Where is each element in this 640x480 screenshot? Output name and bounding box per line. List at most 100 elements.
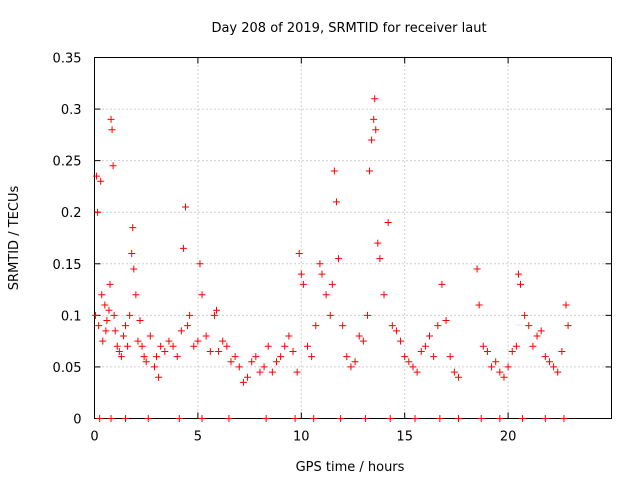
data-point [492,358,500,366]
data-point [477,415,485,422]
data-point [297,270,305,278]
data-point [260,363,268,371]
data-point [97,177,105,185]
data-point [397,337,405,345]
data-point [363,311,371,319]
data-point [310,415,318,422]
data-point [335,255,343,263]
data-point [368,136,376,144]
data-point [105,306,113,314]
data-point [312,322,320,330]
data-point [361,415,369,422]
data-point [376,255,384,263]
y-tick-label: 0.1 [61,309,82,324]
data-point [289,347,297,355]
data-point [150,363,158,371]
data-point [130,265,138,273]
x-tick-label: 20 [500,430,517,445]
data-point [322,291,330,299]
data-point [328,280,336,288]
data-point [545,358,553,366]
y-tick-label: 0 [73,413,81,428]
data-point [190,342,198,350]
data-point [165,337,173,345]
data-point [122,415,130,422]
data-point [129,224,137,232]
data-point [388,322,396,330]
data-point [421,342,429,350]
y-axis-label: SRMTID / TECUs [7,186,22,291]
data-point [186,311,194,319]
data-point [426,332,434,340]
data-point [411,415,419,422]
data-points [92,95,572,422]
data-point [285,332,293,340]
data-point [227,358,235,366]
data-point [264,342,272,350]
x-tick-label: 15 [396,430,413,445]
axis-ticks [94,57,612,419]
data-point [102,327,110,335]
data-point [454,373,462,381]
data-point [92,311,100,319]
data-point [392,327,400,335]
data-point [562,301,570,309]
y-tick-label: 0.05 [53,361,82,376]
data-point [110,311,118,319]
data-point [337,415,345,422]
data-point [380,291,388,299]
data-point [318,270,326,278]
data-point [239,378,247,386]
data-point [483,347,491,355]
y-tick-label: 0.25 [53,155,82,170]
data-point [252,353,260,361]
data-point [450,368,458,376]
data-point [256,368,264,376]
data-point [359,337,367,345]
chart-title: Day 208 of 2019, SRMTID for receiver lau… [211,21,486,36]
data-point [473,265,481,273]
data-point [184,322,192,330]
data-point [177,327,185,335]
data-point [370,115,378,123]
data-point [434,322,442,330]
data-point [223,342,231,350]
x-tick-label: 0 [90,430,98,445]
data-point [512,342,520,350]
data-point [417,347,425,355]
data-point [173,353,181,361]
data-point [99,337,107,345]
data-point [95,322,103,330]
data-point [554,368,562,376]
data-point [500,373,508,381]
y-tick-label: 0.2 [61,206,82,221]
x-axis-label: GPS time / hours [296,460,405,475]
data-point [153,353,161,361]
data-point [366,167,374,175]
data-point [124,342,132,350]
data-point [157,342,165,350]
data-point [198,291,206,299]
data-point [198,415,206,422]
data-point [155,373,163,381]
data-point [115,347,123,355]
data-point [132,291,140,299]
x-tick-label: 5 [194,430,202,445]
data-point [128,249,136,257]
data-point [299,280,307,288]
data-point [442,317,450,325]
data-point [316,260,324,268]
data-point [109,162,117,170]
data-point [332,198,340,206]
data-point [248,358,256,366]
data-point [541,415,549,422]
y-tick-label: 0.15 [53,258,82,273]
data-point [351,358,359,366]
data-point [488,363,496,371]
data-point [430,353,438,361]
data-point [107,115,115,123]
data-point [508,347,516,355]
data-point [374,239,382,247]
data-point [161,347,169,355]
data-point [347,363,355,371]
